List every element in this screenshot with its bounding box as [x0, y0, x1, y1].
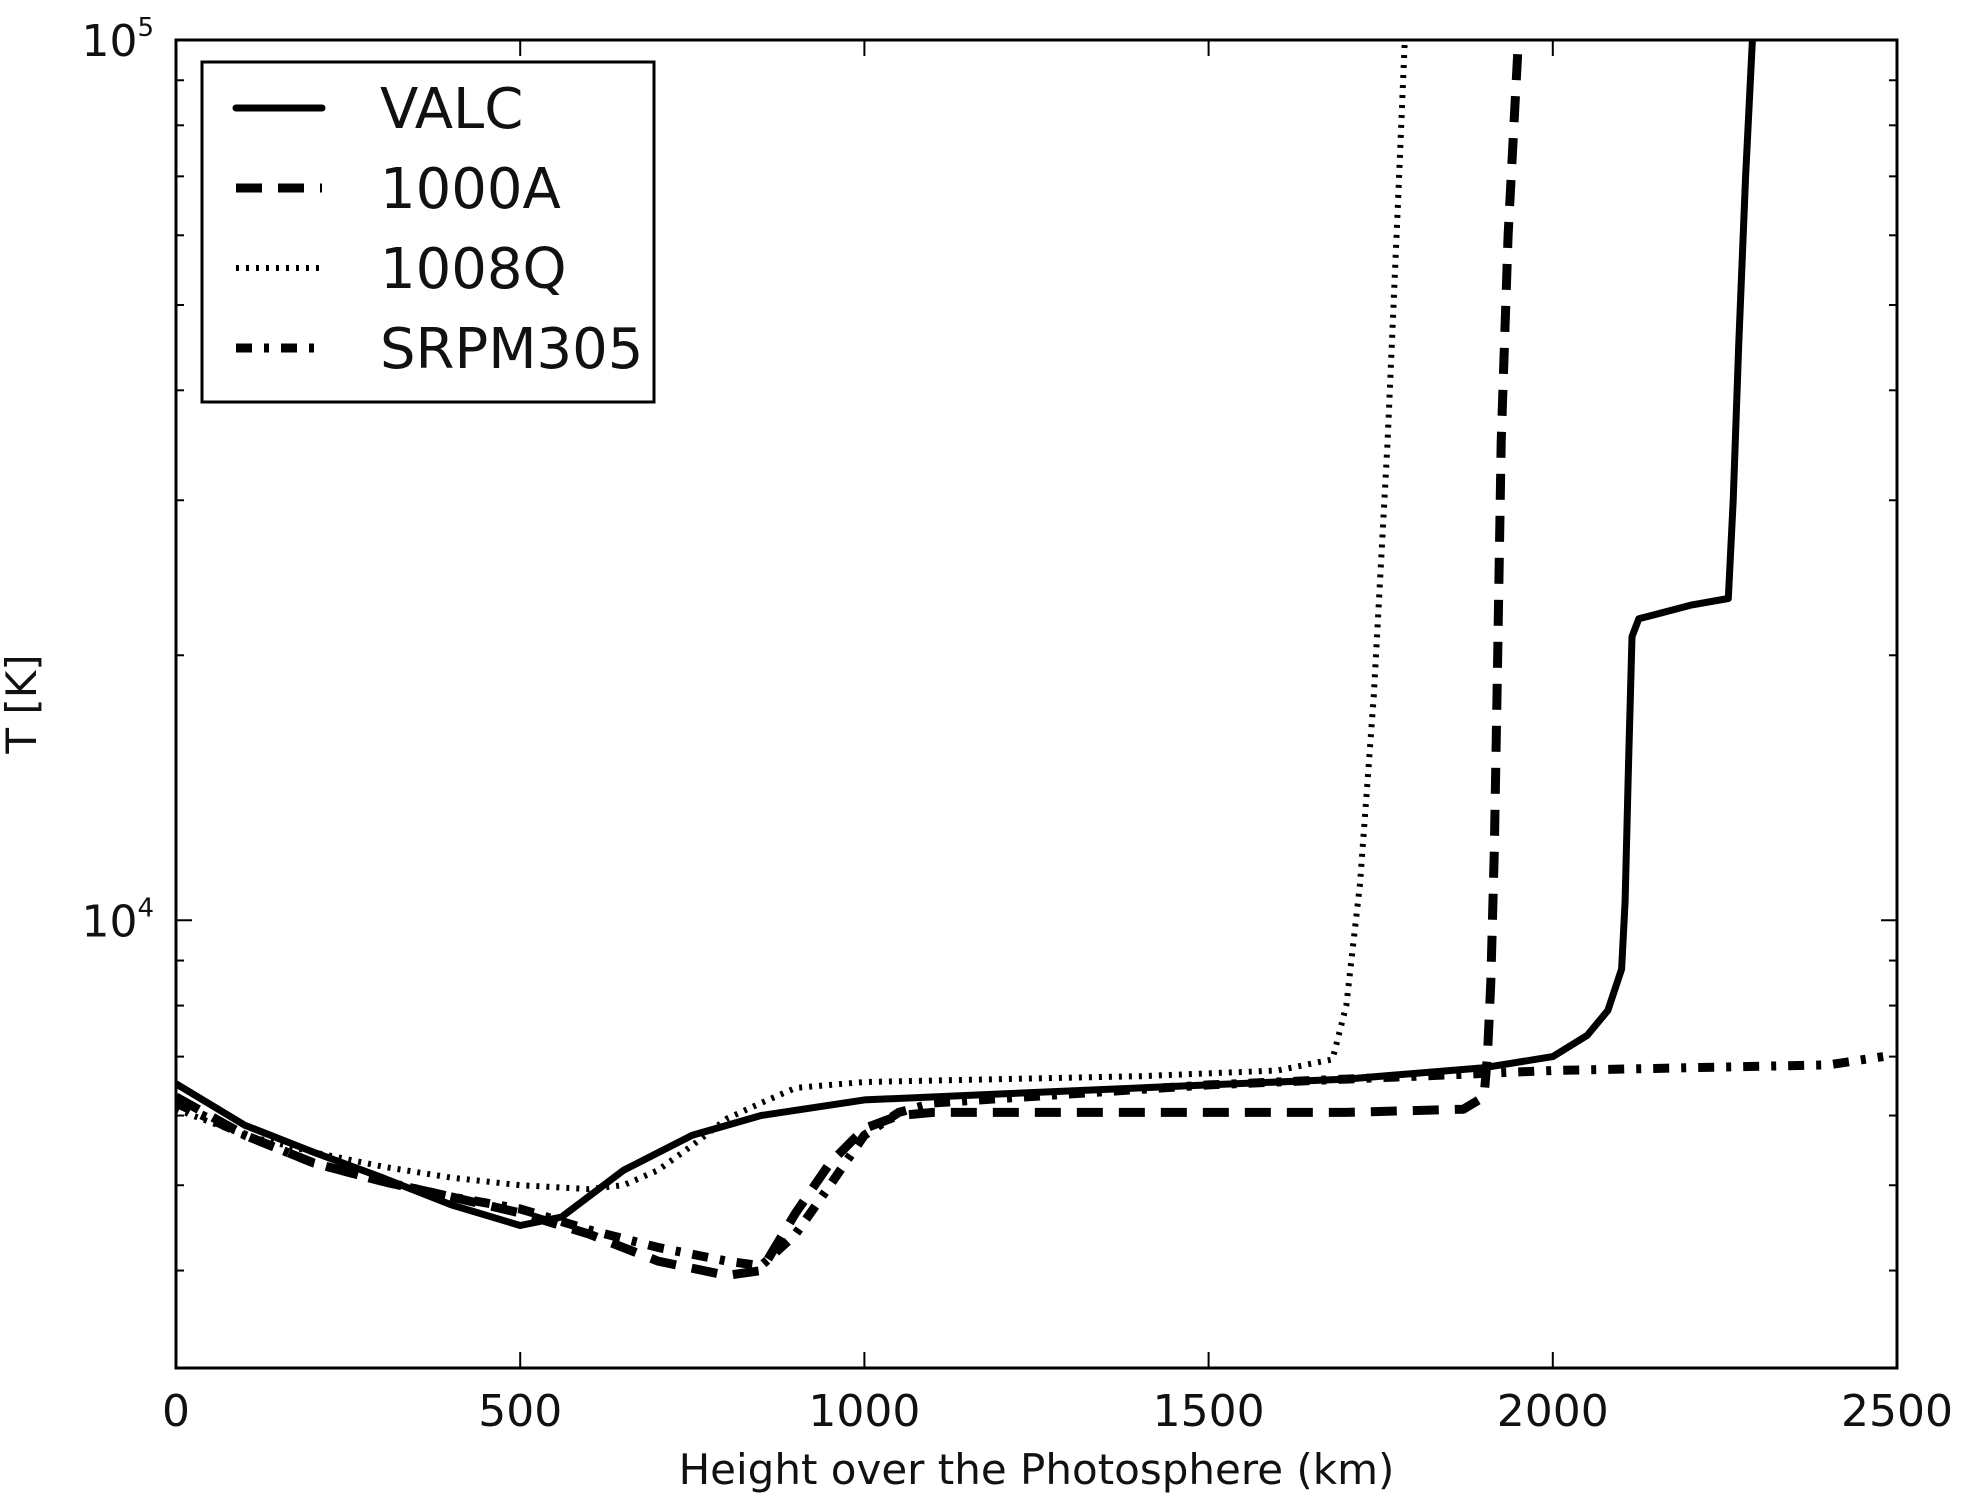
- series-line-1008q: [176, 40, 1408, 1193]
- legend-box: [200, 60, 656, 404]
- plot-frame: [174, 38, 1899, 1370]
- x-tick-label: 500: [478, 1386, 562, 1437]
- x-tick-label: 1000: [808, 1386, 920, 1437]
- legend: VALC 1000A 1008Q SRPM305: [200, 60, 656, 404]
- y-tick-label: 105: [81, 13, 154, 67]
- x-tick-label: 0: [162, 1386, 190, 1437]
- legend-label-1000a: 1000A: [380, 157, 561, 222]
- y-axis-label: T [K]: [0, 654, 46, 754]
- axes-group: 0 500 1000 1500 2000 2500 104 105: [81, 13, 1953, 1437]
- series-line-srpm305: [176, 1052, 1884, 1271]
- x-tick-label: 2000: [1497, 1386, 1609, 1437]
- legend-label-1008q: 1008Q: [380, 237, 567, 302]
- legend-label-valc: VALC: [380, 77, 523, 142]
- legend-label-srpm305: SRPM305: [380, 317, 643, 382]
- x-tick-label: 2500: [1841, 1386, 1953, 1437]
- series-group: [176, 40, 1884, 1280]
- y-tick-label: 104: [81, 893, 154, 947]
- x-axis-label: Height over the Photosphere (km): [679, 1445, 1395, 1494]
- x-tick-label: 1500: [1153, 1386, 1265, 1437]
